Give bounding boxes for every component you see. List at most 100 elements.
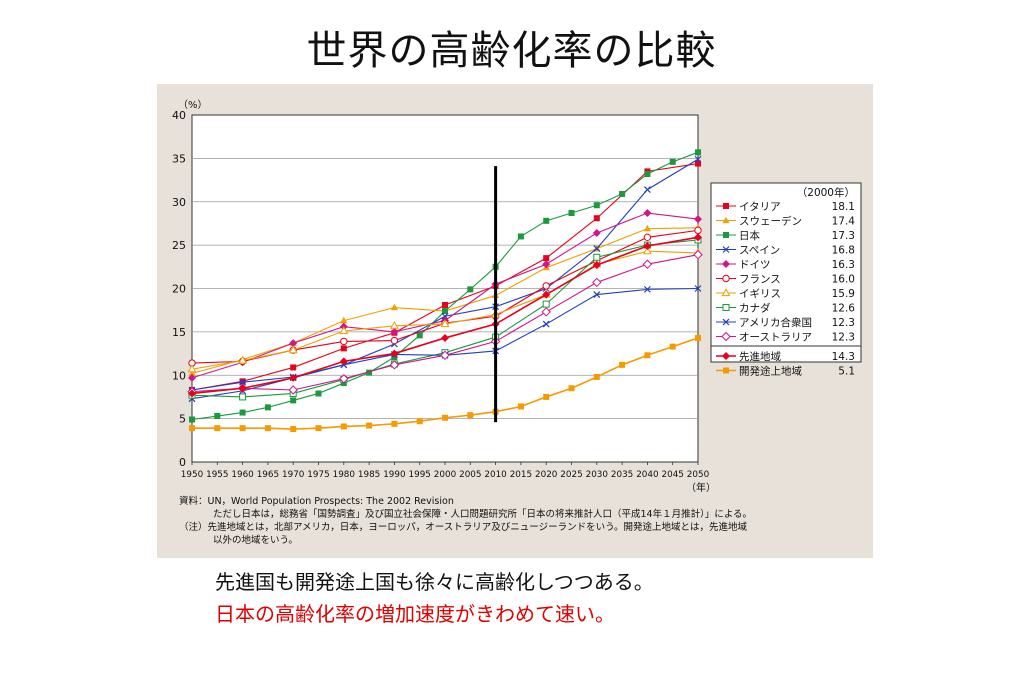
series-7-point-1960 [239,393,247,401]
legend-value-9: 12.3 [832,332,855,344]
y-axis-unit: （%） [178,99,208,111]
series-10-point-2030 [592,261,601,270]
series-6-point-1980 [339,326,349,335]
series-11-point-2030 [593,373,600,380]
series-5-point-2050 [694,226,702,235]
series-11-point-2040 [644,352,651,359]
caption-aging-trend: 先進国も開発途上国も徐々に高齢化しつつある。 [215,570,654,594]
x-tick-label-2030: 2030 [586,470,609,480]
legend-box [710,182,862,363]
series-1-point-1990 [390,303,398,311]
legend-marker-5 [722,274,730,283]
x-tick-label-1980: 1980 [333,470,356,480]
legend-label-8: アメリカ合衆国 [739,316,812,329]
series-2-point-1975 [315,390,322,397]
series-11-point-1980 [340,423,347,430]
legend-marker-11 [723,367,729,374]
series-6-point-1990 [389,320,399,329]
series-2-point-1995 [416,332,423,339]
legend-label-1: スウェーデン [739,215,802,228]
series-2-point-1955 [214,413,221,420]
legend-marker-10 [722,352,730,360]
series-2-point-1965 [264,404,271,411]
series-11-point-1970 [290,426,297,433]
legend-value-0: 18.1 [832,201,855,213]
series-4-point-2050 [694,215,702,224]
y-tick-label-35: 35 [172,152,186,165]
series-2-point-1970 [290,397,297,404]
series-8-point-1960 [239,378,247,386]
legend-value-7: 12.6 [832,303,856,315]
series-11-point-2005 [467,412,474,419]
legend-label-3: スペイン [739,245,780,257]
series-11-point-2045 [669,343,676,350]
y-tick-label-10: 10 [172,369,186,382]
series-4-point-1990 [390,327,399,336]
series-0-point-1980 [340,345,347,352]
legend-label-11: 開発途上地域 [739,365,802,378]
series-11-point-2050 [695,334,701,341]
series-1-point-2040 [643,224,651,232]
series-10-point-1980 [339,357,348,366]
legend-label-4: ドイツ [739,259,771,271]
series-11-point-1990 [391,420,398,427]
legend-value-11: 5.1 [838,366,855,378]
series-2-point-1960 [239,409,246,416]
series-0-point-2050 [695,160,701,167]
x-tick-label-1970: 1970 [282,470,305,480]
y-tick-label-5: 5 [179,413,186,426]
series-5-point-2020 [542,282,550,290]
series-6-point-2000 [440,319,450,328]
x-tick-label-1995: 1995 [409,470,431,480]
series-4-point-1950 [188,373,196,382]
series-8-point-2020 [542,320,550,328]
series-9-point-2000 [440,350,450,361]
x-tick-label-2035: 2035 [611,470,633,480]
y-tick-label-25: 25 [172,239,186,252]
legend-value-5: 16.0 [832,274,855,286]
legend-marker-0 [723,203,729,209]
series-4-point-1970 [289,339,298,348]
source-line-2: ただし日本は，総務省「国勢調査」及び国立社会保障・人口問題研究所「日本の将来推計… [213,509,753,520]
series-2-point-2015 [517,233,524,240]
x-tick-label-2045: 2045 [662,470,684,480]
series-11-point-1965 [264,425,271,432]
series-0-point-2020 [543,255,550,262]
series-11-point-1960 [239,425,246,432]
series-6-point-2040 [642,246,652,255]
x-tick-label-2025: 2025 [560,470,582,480]
y-tick-label-30: 30 [172,196,186,209]
series-4-point-2020 [542,260,551,269]
series-11-point-1975 [315,425,322,432]
series-11-point-1995 [416,418,423,425]
legend-value-3: 16.8 [832,245,855,257]
x-tick-label-2000: 2000 [434,470,457,480]
legend-marker-9 [721,331,731,342]
x-tick-label-2050: 2050 [687,470,710,480]
legend-marker-7 [722,304,730,311]
x-tick-label-2005: 2005 [459,470,481,480]
series-0-point-1960 [239,378,246,385]
series-11-point-2025 [568,385,575,392]
series-10-point-1960 [238,384,247,393]
legend-marker-6 [721,288,731,297]
legend-marker-2 [723,232,729,238]
series-10-point-2000 [441,333,449,342]
series-2-point-2050 [695,149,701,156]
series-9-point-2050 [693,249,703,260]
series-4-point-2030 [592,228,601,237]
legend-label-10: 先進地域 [739,350,781,363]
series-7-point-2020 [542,300,550,308]
series-1-point-1980 [340,316,348,324]
series-5-point-2040 [643,233,652,242]
series-9-point-1980 [339,374,349,384]
series-4-point-2040 [643,209,652,218]
x-tick-label-1990: 1990 [383,470,406,480]
x-tick-label-2020: 2020 [535,470,558,480]
chart-figure: 0 5 10 15 20 25 30 35 40 1950 1955 1960 1965 1970 1975… [157,84,873,558]
series-9-point-1970 [288,385,298,395]
series-10-point-2050 [694,233,702,242]
series-11-point-2035 [619,361,626,368]
x-tick-label-1955: 1955 [206,470,228,480]
